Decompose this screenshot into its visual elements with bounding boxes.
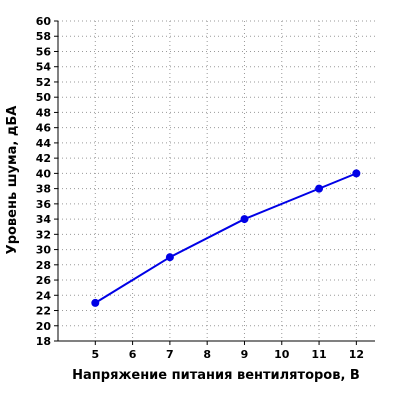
tick-labels: 1820222426283032343638404244464850525456… [36,15,364,361]
x-tick-label: 10 [274,348,290,361]
y-tick-label: 58 [36,30,51,43]
y-tick-label: 48 [36,106,51,119]
axes [54,20,375,345]
data-point [352,169,361,178]
y-tick-label: 44 [36,137,52,150]
y-tick-label: 20 [36,320,52,333]
data-point [165,253,174,262]
y-tick-label: 30 [36,244,52,257]
series-line [94,172,357,304]
x-tick-label: 5 [91,348,99,361]
y-tick-label: 38 [36,183,51,196]
y-tick-label: 28 [36,259,51,272]
data-series [91,169,361,307]
y-tick-label: 22 [36,305,51,318]
x-tick-label: 11 [311,348,326,361]
y-axis-title: Уровень шума, дБА [5,106,20,255]
x-axis-title: Напряжение питания вентиляторов, В [72,368,360,383]
x-tick-label: 7 [166,348,174,361]
y-tick-label: 54 [36,61,52,74]
y-tick-label: 50 [36,91,52,104]
grid [58,20,375,342]
x-tick-label: 12 [349,348,364,361]
y-tick-label: 26 [36,274,52,287]
y-tick-label: 18 [36,335,51,348]
data-point [91,298,100,307]
data-point [315,184,324,193]
y-tick-label: 46 [36,122,52,135]
y-tick-label: 42 [36,152,51,165]
y-tick-label: 40 [36,167,52,180]
x-tick-label: 8 [203,348,211,361]
y-tick-label: 56 [36,45,52,58]
y-tick-label: 24 [36,289,52,302]
y-tick-label: 36 [36,198,52,211]
y-tick-label: 34 [36,213,52,226]
data-point [240,215,249,224]
y-tick-label: 52 [36,76,51,89]
y-tick-label: 60 [36,15,52,28]
x-tick-label: 9 [241,348,249,361]
x-tick-label: 6 [129,348,137,361]
y-tick-label: 32 [36,228,51,241]
